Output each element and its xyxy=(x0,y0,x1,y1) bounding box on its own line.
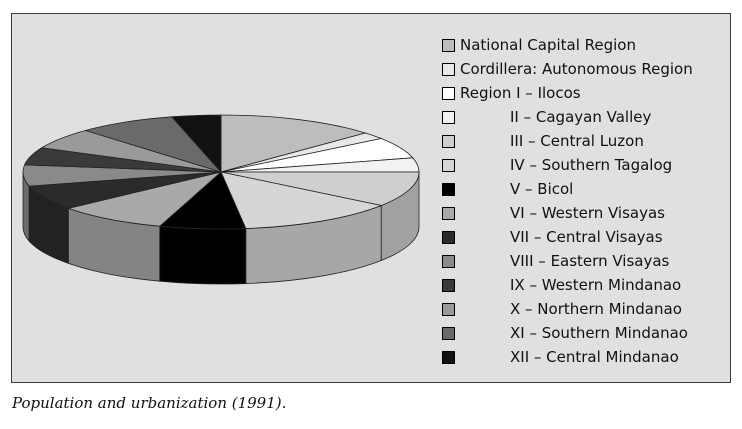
pie-chart xyxy=(22,114,420,285)
legend-label: II – Cagayan Valley xyxy=(510,108,652,126)
legend-swatch xyxy=(442,207,455,220)
legend-label: VI – Western Visayas xyxy=(510,204,665,222)
pie-slice xyxy=(220,171,383,229)
legend-label: Cordillera: Autonomous Region xyxy=(460,60,693,78)
legend-item: XII – Central Mindanao xyxy=(440,346,730,370)
legend-swatch xyxy=(442,87,455,100)
legend-item: X – Northern Mindanao xyxy=(440,298,730,322)
legend-item: VI – Western Visayas xyxy=(440,202,730,226)
legend-item: XI – Southern Mindanao xyxy=(440,322,730,346)
legend-swatch xyxy=(442,255,455,268)
pie-side-wall xyxy=(159,225,247,285)
legend-label: VII – Central Visayas xyxy=(510,228,663,246)
legend-swatch xyxy=(442,159,455,172)
legend-swatch xyxy=(442,39,455,52)
legend-swatch xyxy=(442,279,455,292)
legend-label: III – Central Luzon xyxy=(510,132,644,150)
pie-slice xyxy=(170,114,222,174)
legend-label: V – Bicol xyxy=(510,180,574,198)
legend-swatch xyxy=(442,135,455,148)
legend-item: II – Cagayan Valley xyxy=(440,106,730,130)
pie-slice xyxy=(220,114,367,173)
legend-item: IX – Western Mindanao xyxy=(440,274,730,298)
legend-item: IV – Southern Tagalog xyxy=(440,154,730,178)
legend-swatch xyxy=(442,327,455,340)
legend-swatch xyxy=(442,183,455,196)
legend-label: X – Northern Mindanao xyxy=(510,300,682,318)
legend-swatch xyxy=(442,303,455,316)
legend-item: III – Central Luzon xyxy=(440,130,730,154)
legend-label: National Capital Region xyxy=(460,36,636,54)
legend-item: National Capital Region xyxy=(440,34,730,58)
legend-label: IX – Western Mindanao xyxy=(510,276,682,294)
legend-item: Cordillera: Autonomous Region xyxy=(440,58,730,82)
legend-label: XII – Central Mindanao xyxy=(510,348,679,366)
legend-swatch xyxy=(442,111,455,124)
legend-label: VIII – Eastern Visayas xyxy=(510,252,670,270)
legend-item: Region I – Ilocos xyxy=(440,82,730,106)
pie-slice xyxy=(220,171,420,206)
legend-item: VIII – Eastern Visayas xyxy=(440,250,730,274)
legend-label: Region I – Ilocos xyxy=(460,84,581,102)
chart-figure: National Capital Region Cordillera: Auton… xyxy=(11,13,731,383)
figure-caption: Population and urbanization (1991). xyxy=(12,394,287,412)
pie-slice xyxy=(67,171,222,227)
pie-slice xyxy=(84,116,223,173)
legend-swatch xyxy=(442,351,455,364)
legend-swatch xyxy=(442,63,455,76)
legend-item: V – Bicol xyxy=(440,178,730,202)
legend-item: VII – Central Visayas xyxy=(440,226,730,250)
legend-label: IV – Southern Tagalog xyxy=(510,156,673,174)
legend-label: XI – Southern Mindanao xyxy=(510,324,688,342)
legend-swatch xyxy=(442,231,455,244)
chart-legend: National Capital Region Cordillera: Auton… xyxy=(440,34,730,370)
